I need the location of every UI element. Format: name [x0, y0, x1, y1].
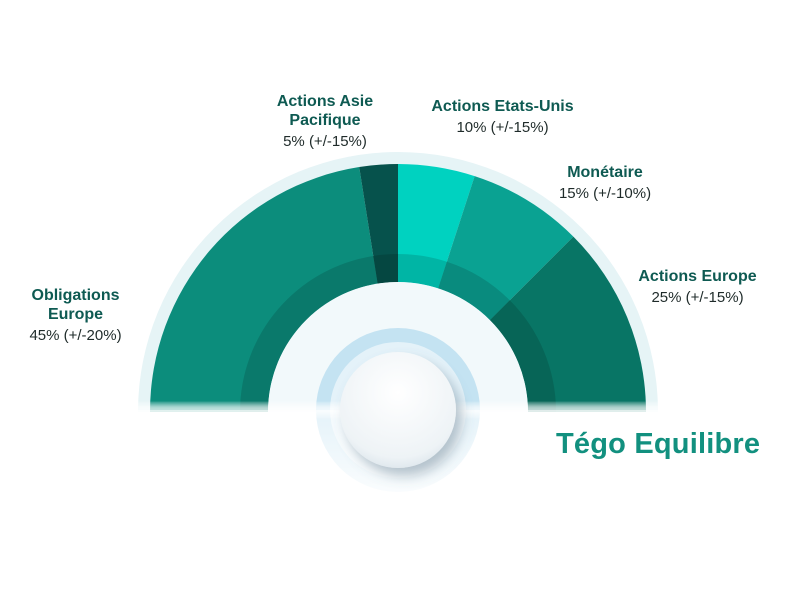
slices-group [150, 164, 646, 412]
center-knob [340, 352, 456, 468]
slice-label-4: Monétaire 15% (+/-10%) [530, 163, 680, 203]
slice-5-inner-band [489, 300, 556, 412]
slice-1 [150, 167, 378, 412]
slice-2 [359, 164, 398, 284]
slice-percent: 15% (+/-10%) [558, 185, 652, 202]
slice-label-5: Actions Europe 25% (+/-15%) [610, 267, 785, 307]
slice-percent: 25% (+/-15%) [651, 289, 744, 306]
slice-name: Pacifique [289, 112, 361, 129]
slice-label-3: Actions Etats-Unis 10% (+/-15%) [415, 97, 590, 137]
chart-title: Tégo Equilibre [556, 428, 761, 460]
slice-name: Actions Etats-Unis [431, 98, 574, 115]
slice-4-inner-band [438, 261, 510, 321]
center-knob-group [340, 352, 456, 468]
slice-label-1: Obligations Europe 45% (+/-20%) [8, 286, 143, 345]
slice-percent: 5% (+/-15%) [283, 133, 367, 150]
slice-2-inner-band [373, 254, 398, 284]
slice-name: Europe [47, 306, 104, 323]
slice-3-inner-band [398, 254, 447, 289]
slice-name: Actions Asie [276, 93, 374, 110]
slice-name: Actions Europe [638, 268, 757, 285]
slice-percent: 45% (+/-20%) [29, 327, 122, 344]
slice-name: Obligations [31, 287, 120, 304]
slice-1-inner-band [240, 255, 378, 412]
slice-percent: 10% (+/-15%) [456, 119, 549, 136]
slice-name: Monétaire [567, 164, 643, 181]
slice-label-2: Actions Asie Pacifique 5% (+/-15%) [250, 92, 400, 151]
